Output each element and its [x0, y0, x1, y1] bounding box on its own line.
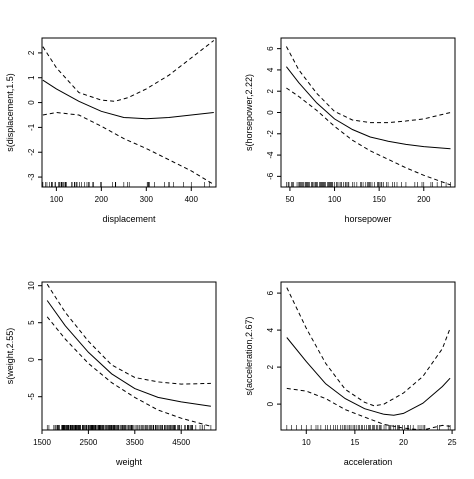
x-tick-label: 3500: [126, 438, 144, 447]
y-tick-label: -6: [266, 172, 275, 180]
y-tick-label: -5: [27, 393, 36, 401]
x-axis: 1500 2500 3500 4500: [33, 430, 191, 447]
y-tick-label: 4: [266, 327, 275, 332]
series-lines: [46, 283, 212, 427]
x-tick-label: 200: [417, 195, 431, 204]
x-axis-label: horsepower: [344, 214, 391, 224]
rug-marks: [286, 182, 451, 187]
x-tick-label: 2500: [80, 438, 98, 447]
series-lines: [285, 46, 451, 186]
y-tick-label: -3: [27, 173, 36, 181]
y-axis: -6 -4 -2 0 2 4 6: [266, 46, 281, 180]
y-axis-label: s(acceleration,2.67): [244, 316, 254, 395]
y-tick-label: 2: [266, 88, 275, 93]
x-tick-label: 200: [95, 195, 109, 204]
rug-marks: [42, 182, 217, 187]
y-axis: -3 -2 -1 0 1 2: [27, 50, 42, 181]
smooth-fit-line: [286, 337, 451, 416]
smooth-fit-line: [286, 66, 451, 150]
y-tick-label: 0: [266, 110, 275, 115]
x-tick-label: 15: [350, 438, 359, 447]
series-lines: [286, 287, 451, 431]
panel-horsepower: -6 -4 -2 0 2 4 6 50 100 150 200 horsepower s(hors…: [244, 37, 456, 224]
y-tick-label: 0: [266, 401, 275, 406]
y-axis-label: s(displacement,1.5): [5, 73, 15, 152]
y-tick-label: 4: [266, 67, 275, 72]
y-tick-label: 0: [27, 357, 36, 362]
x-tick-label: 300: [140, 195, 154, 204]
y-axis-label: s(weight,2.55): [5, 328, 15, 385]
x-tick-label: 150: [372, 195, 386, 204]
x-tick-label: 1500: [33, 438, 51, 447]
x-axis: 100 200 300 400: [50, 187, 199, 204]
y-axis-label: s(horsepower,2.22): [244, 74, 254, 151]
x-tick-label: 100: [50, 195, 64, 204]
y-tick-label: 10: [27, 281, 36, 290]
y-axis: -5 0 5 10: [27, 281, 42, 401]
x-axis: 10 15 20 25: [302, 430, 457, 447]
y-tick-label: -4: [266, 151, 275, 159]
x-tick-label: 25: [448, 438, 457, 447]
plot-frame: [280, 281, 456, 431]
y-tick-label: 5: [27, 320, 36, 325]
x-tick-label: 4500: [172, 438, 190, 447]
x-axis-label: weight: [115, 457, 143, 467]
smooth-fit-line: [42, 79, 214, 120]
x-tick-label: 10: [302, 438, 311, 447]
y-tick-label: 6: [266, 46, 275, 51]
y-tick-label: 2: [266, 364, 275, 369]
x-axis-label: displacement: [102, 214, 156, 224]
series-lines: [42, 40, 215, 185]
lower-confidence-band: [46, 316, 212, 427]
x-tick-label: 400: [185, 195, 199, 204]
x-tick-label: 100: [328, 195, 342, 204]
x-tick-label: 50: [285, 195, 294, 204]
lower-confidence-band: [286, 87, 451, 186]
lower-confidence-band: [286, 387, 451, 431]
panel-displacement: -3 -2 -1 0 1 2 100 200 300 400 displacement s(di…: [5, 37, 217, 224]
lower-confidence-band: [42, 111, 215, 185]
y-tick-label: 1: [27, 75, 36, 80]
upper-confidence-band: [286, 287, 451, 407]
y-tick-label: 6: [266, 290, 275, 295]
y-tick-label: 0: [27, 100, 36, 105]
rug-marks: [46, 425, 212, 430]
upper-confidence-band: [42, 40, 215, 102]
y-tick-label: -2: [27, 148, 36, 156]
smooth-fit-line: [46, 300, 211, 407]
x-axis: 50 100 150 200: [285, 187, 431, 204]
y-tick-label: -1: [27, 123, 36, 131]
y-axis: 0 2 4 6: [266, 290, 281, 406]
panel-weight: -5 0 5 10 1500 2500 3500 4500 weight s(weight,…: [5, 281, 217, 467]
panel-acceleration: 0 2 4 6 10 15 20 25 acceleration s(acceleratio…: [244, 281, 457, 467]
upper-confidence-band: [285, 46, 451, 124]
y-tick-label: 2: [27, 50, 36, 55]
y-tick-label: -2: [266, 130, 275, 138]
x-axis-label: acceleration: [344, 457, 393, 467]
x-tick-label: 20: [399, 438, 408, 447]
